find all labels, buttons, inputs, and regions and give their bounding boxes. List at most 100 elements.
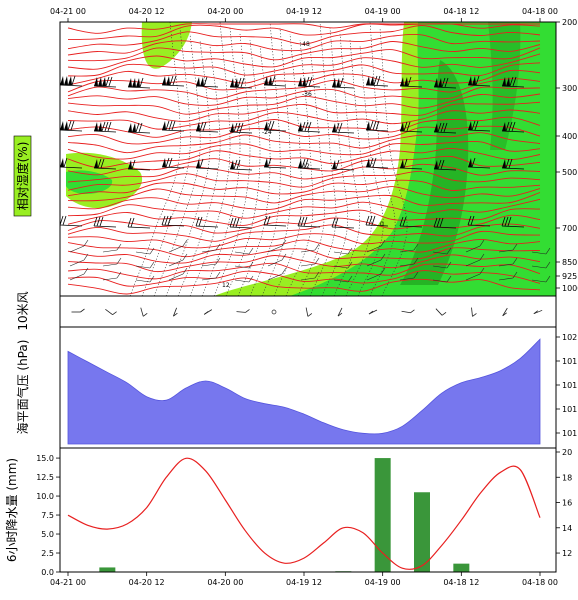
wind-barb-line [375, 120, 380, 131]
wind-barb-line [63, 157, 68, 168]
isotherm-line [67, 125, 541, 145]
wind-barb [297, 216, 321, 228]
wind-barb [127, 159, 151, 171]
wind-barb-flag [298, 77, 302, 86]
precip-left-tick-label: 7.5 [41, 511, 54, 520]
wind-barb-staff [331, 86, 355, 89]
wind-barb-flag [60, 158, 64, 167]
cross-section-panel: -48 -36 -24 -12 0 12 04-21 00 04-20 12 04-20 00… [13, 7, 578, 297]
isotherm-label: -36 [302, 91, 312, 98]
wind10-calm [271, 309, 277, 315]
wind-barb-staff [195, 167, 219, 170]
wind-barb [501, 121, 525, 133]
wind-barb-staff [195, 130, 219, 133]
wind10-barb-staff [401, 310, 411, 314]
dotted-contour [141, 27, 191, 297]
wind-barb-flag [298, 122, 302, 131]
top-tick-label: 04-19 12 [286, 7, 322, 16]
wind-barb-flag [132, 123, 136, 132]
wind-barb-flag [162, 121, 166, 130]
wind-barb-line [229, 217, 234, 228]
low-wind-barb-tick [182, 253, 188, 261]
wind-barb-staff [263, 166, 287, 169]
wind-barb-line [199, 121, 204, 132]
low-wind-barb-tick [512, 271, 518, 279]
precip-right-tick-label: 20 [562, 448, 572, 457]
wind-barb-staff [399, 130, 423, 133]
isotherm-line [67, 109, 541, 130]
wind-barb-staff [433, 226, 457, 229]
wind-barb-line [301, 158, 306, 169]
low-wind-barb-tick [545, 261, 551, 269]
isotherm-line [67, 23, 541, 41]
wind-barb-line [369, 120, 374, 131]
wind10-barb [140, 307, 148, 317]
wind-barb-flag [366, 121, 370, 130]
wind-barb-flag [302, 77, 306, 86]
wind10-barb [203, 309, 213, 315]
low-wind-barb [168, 239, 188, 253]
low-wind-barb-staff [267, 259, 283, 267]
low-wind-barb-tick [347, 275, 353, 283]
wind-barb-line [105, 76, 110, 87]
wind-barb-flag [268, 76, 272, 85]
dotted-contour [379, 27, 408, 297]
low-wind-barb-tick [380, 239, 386, 247]
low-wind-barb [102, 257, 122, 267]
wind10-barb-tick [472, 313, 477, 317]
wind-barb-line [168, 157, 173, 168]
wind10-barb-staff [236, 311, 246, 313]
low-wind-barb [135, 247, 155, 255]
low-wind-barb-tick [413, 257, 419, 265]
isotherm-lines [67, 23, 541, 295]
low-wind-barb-tick [446, 247, 452, 255]
wind-barb-line [471, 157, 476, 168]
slp-label: 海平面气压 (hPa) [15, 340, 30, 435]
wind-barb-staff [161, 129, 185, 132]
low-wind-barb [498, 243, 518, 253]
precip-left-tick-label: 5.0 [41, 530, 54, 539]
wind-barb [59, 75, 83, 87]
wind-barb [399, 158, 423, 170]
wind-barb [263, 75, 287, 87]
low-wind-barb-tick [314, 243, 320, 251]
isotherm-line [67, 147, 541, 169]
slp-axis: 102 101 101 101 101 [556, 333, 577, 438]
wind10-barb [173, 307, 178, 317]
low-wind-barb-staff [69, 245, 85, 253]
low-wind-barb [531, 261, 551, 269]
wind-barb-line [131, 159, 136, 170]
low-wind-barb [465, 253, 485, 267]
wind-barb-staff [161, 84, 185, 87]
wind10-barb [271, 309, 277, 315]
wind-barb-line [267, 157, 272, 168]
wind-barb-line [199, 158, 204, 169]
slp-tick-label: 101 [562, 429, 577, 438]
low-wind-barb-tick [545, 275, 551, 283]
wind-barb-line [403, 121, 408, 132]
wind-barb-line [172, 75, 177, 86]
wind-barb-flag [336, 78, 340, 87]
wind-barb-line [368, 215, 373, 226]
low-wind-barb [267, 267, 287, 281]
wind-barb [127, 122, 151, 134]
wind-barb-flag [162, 158, 166, 167]
precip-right-axis: 12 14 16 18 20 [556, 448, 572, 558]
wind-barb [399, 76, 423, 88]
wind-barb-flag [128, 123, 132, 132]
wind-barb-line [440, 159, 445, 170]
wind-barb-line [169, 75, 174, 86]
low-wind-barb-tick [347, 247, 353, 255]
low-wind-barb-staff [102, 263, 118, 267]
wind-barb-staff [59, 84, 83, 87]
low-wind-barb-tick [479, 239, 485, 247]
wind-barb-flag [136, 78, 140, 87]
wind-barb-line [235, 217, 240, 228]
low-wind-barb-staff [168, 273, 184, 281]
low-wind-barb [498, 257, 518, 267]
wind-barb-line [371, 215, 376, 226]
wind-barb-line [436, 217, 441, 228]
low-wind-barb-tick [116, 271, 122, 279]
wind-barb-flag [200, 77, 204, 86]
wind-barb-flag [166, 76, 170, 85]
